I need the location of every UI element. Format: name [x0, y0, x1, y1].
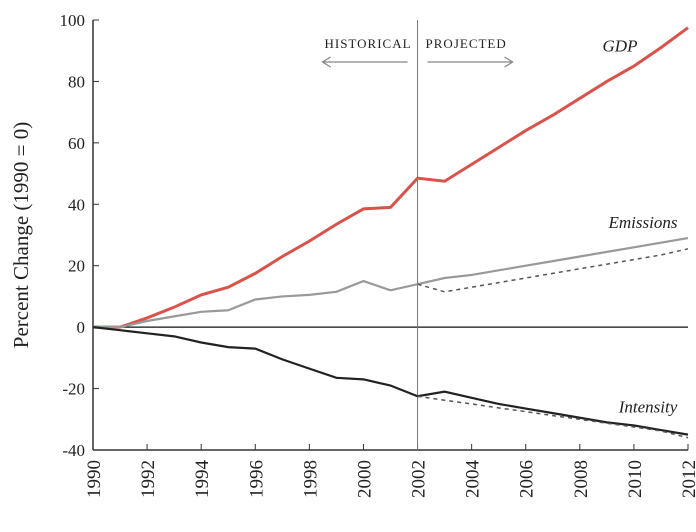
y-tick-label: 100 [60, 11, 86, 30]
series-line [417, 248, 689, 293]
x-tick-label: 1992 [138, 460, 159, 498]
x-tick-label: 2004 [463, 460, 484, 499]
y-tick-label: 80 [68, 72, 85, 91]
x-tick-label: 1996 [246, 460, 267, 498]
y-tick-label: 60 [68, 134, 85, 153]
arrow [427, 56, 514, 68]
y-tick-label: -20 [62, 380, 85, 399]
x-tick-label: 1990 [84, 460, 105, 498]
series-label: Emissions [608, 213, 678, 232]
series-line [417, 395, 689, 439]
y-tick-label: 40 [68, 195, 85, 214]
series-line [92, 326, 689, 436]
series-label: Intensity [618, 398, 678, 417]
x-tick-label: 2010 [625, 460, 646, 498]
annotation: HISTORICAL [324, 36, 411, 51]
series-line [93, 236, 689, 329]
x-tick-label: 2006 [517, 460, 538, 498]
y-tick-label: 20 [68, 257, 85, 276]
series-label: GDP [603, 37, 638, 56]
arrow [321, 56, 408, 68]
x-tick-label: 2002 [409, 460, 430, 498]
x-tick-label: 1994 [192, 460, 213, 499]
y-axis-label: Percent Change (1990 = 0) [9, 122, 33, 348]
x-tick-label: 2000 [354, 460, 375, 498]
x-tick-label: 2012 [679, 460, 696, 498]
x-tick-label: 2008 [571, 460, 592, 498]
x-tick-label: 1998 [300, 460, 321, 498]
series-line [93, 26, 689, 329]
annotation: PROJECTED [426, 36, 507, 51]
y-tick-label: -40 [62, 441, 85, 460]
y-tick-label: 0 [77, 318, 86, 337]
